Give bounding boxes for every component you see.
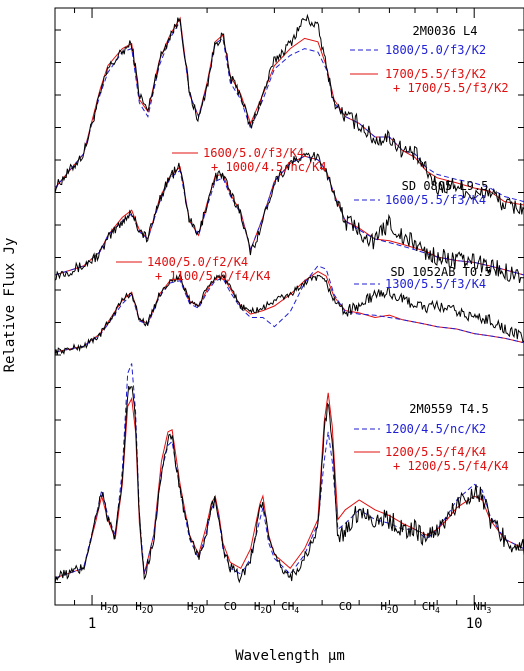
legend-model-label: + 1700/5.5/f3/K2 [393, 81, 509, 95]
feature-label: H2O [100, 600, 118, 616]
spectrum-2 [54, 151, 524, 284]
feature-label: CH4 [422, 600, 440, 615]
legend-model-label: 1600/5.5/f3/K4 [385, 193, 486, 207]
spectrum-3 [54, 265, 524, 356]
legend-model-label: + 1200/5.5/f4/K4 [393, 459, 509, 473]
legend-model-label: 1800/5.0/f3/K2 [385, 43, 486, 57]
object-label: 2M0559 T4.5 [409, 402, 488, 416]
legend-model-label: 1200/5.5/f4/K4 [385, 445, 486, 459]
legend-model-label: 1700/5.5/f3/K2 [385, 67, 486, 81]
legend-model-label: 1300/5.5/f3/K4 [385, 277, 486, 291]
model-blue-line [54, 363, 524, 579]
feature-label: CH4 [281, 600, 299, 615]
plot-frame [54, 7, 524, 606]
feature-label: CO [339, 600, 352, 613]
feature-label: CO [224, 600, 237, 613]
feature-label: H2O [135, 600, 153, 616]
observed-spectrum-line [54, 272, 524, 356]
y-axis-label: Relative Flux Jy [2, 238, 18, 373]
axis-ticks: 1 10 [54, 8, 524, 632]
object-label: SD 0805 L9.5 [402, 179, 489, 193]
object-label: 2M0036 L4 [412, 24, 477, 38]
spectrum-4 [54, 363, 524, 584]
x-tick-label: 10 [466, 616, 483, 632]
feature-label: H2O [187, 600, 205, 616]
feature-label: H2O [254, 600, 272, 616]
feature-label: H2O [380, 600, 398, 616]
feature-labels: H2O H2O H2O CO H2O CH4 CO H2O CH4 NH3 [100, 600, 491, 616]
legend-model-label: 1600/5.0/f3/K4 [203, 146, 304, 160]
legend-model-label: + 1000/4.5/nc/K4 [211, 160, 327, 174]
feature-label: NH3 [473, 600, 491, 615]
legend-model-label: 1200/4.5/nc/K2 [385, 422, 486, 436]
spectrum-1 [54, 13, 524, 215]
spectra-group [54, 13, 524, 584]
model-blue-line [54, 19, 524, 203]
legend-model-label: + 1100/5.0/f4/K4 [155, 269, 271, 283]
x-tick-label: 1 [88, 616, 96, 632]
observed-spectrum-line [54, 385, 524, 584]
model-blue-line [54, 155, 524, 276]
observed-spectrum-line [54, 151, 524, 284]
legend-model-label: 1400/5.0/f2/K4 [147, 255, 248, 269]
observed-spectrum-line [54, 13, 524, 215]
object-label: SD 1052AB T0.5 [390, 265, 491, 279]
x-axis-label: Wavelength μm [235, 648, 345, 664]
